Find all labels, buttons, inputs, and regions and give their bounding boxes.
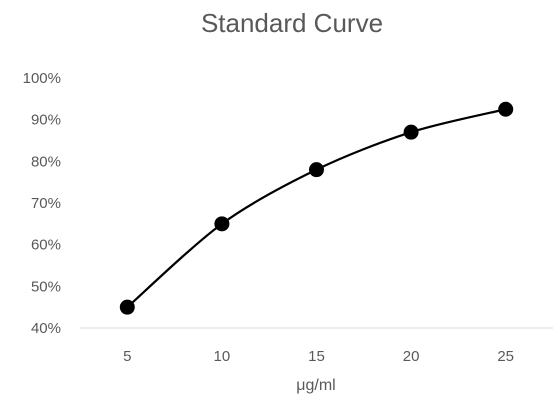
x-axis-ticks: 5 10 15 20 25 — [123, 348, 514, 365]
chart-title: Standard Curve — [201, 8, 383, 38]
x-tick-label: 25 — [497, 348, 514, 365]
x-tick-label: 10 — [214, 348, 231, 365]
y-axis-ticks: 40% 50% 60% 70% 80% 90% 100% — [23, 70, 61, 337]
y-tick-label: 80% — [31, 153, 61, 170]
data-point — [119, 299, 135, 315]
x-tick-label: 5 — [123, 348, 131, 365]
x-tick-label: 15 — [308, 348, 325, 365]
y-tick-label: 90% — [31, 112, 61, 129]
y-tick-label: 70% — [31, 195, 61, 212]
y-tick-label: 50% — [31, 278, 61, 295]
y-tick-label: 40% — [31, 320, 61, 337]
y-tick-label: 100% — [23, 70, 61, 87]
data-point — [498, 101, 514, 117]
series-line — [126, 108, 506, 308]
x-tick-label: 20 — [403, 348, 420, 365]
data-point — [214, 216, 230, 232]
data-point — [403, 124, 419, 140]
y-tick-label: 60% — [31, 237, 61, 254]
data-points — [119, 101, 514, 315]
data-point — [309, 162, 324, 178]
x-axis-label: μg/ml — [296, 377, 335, 394]
